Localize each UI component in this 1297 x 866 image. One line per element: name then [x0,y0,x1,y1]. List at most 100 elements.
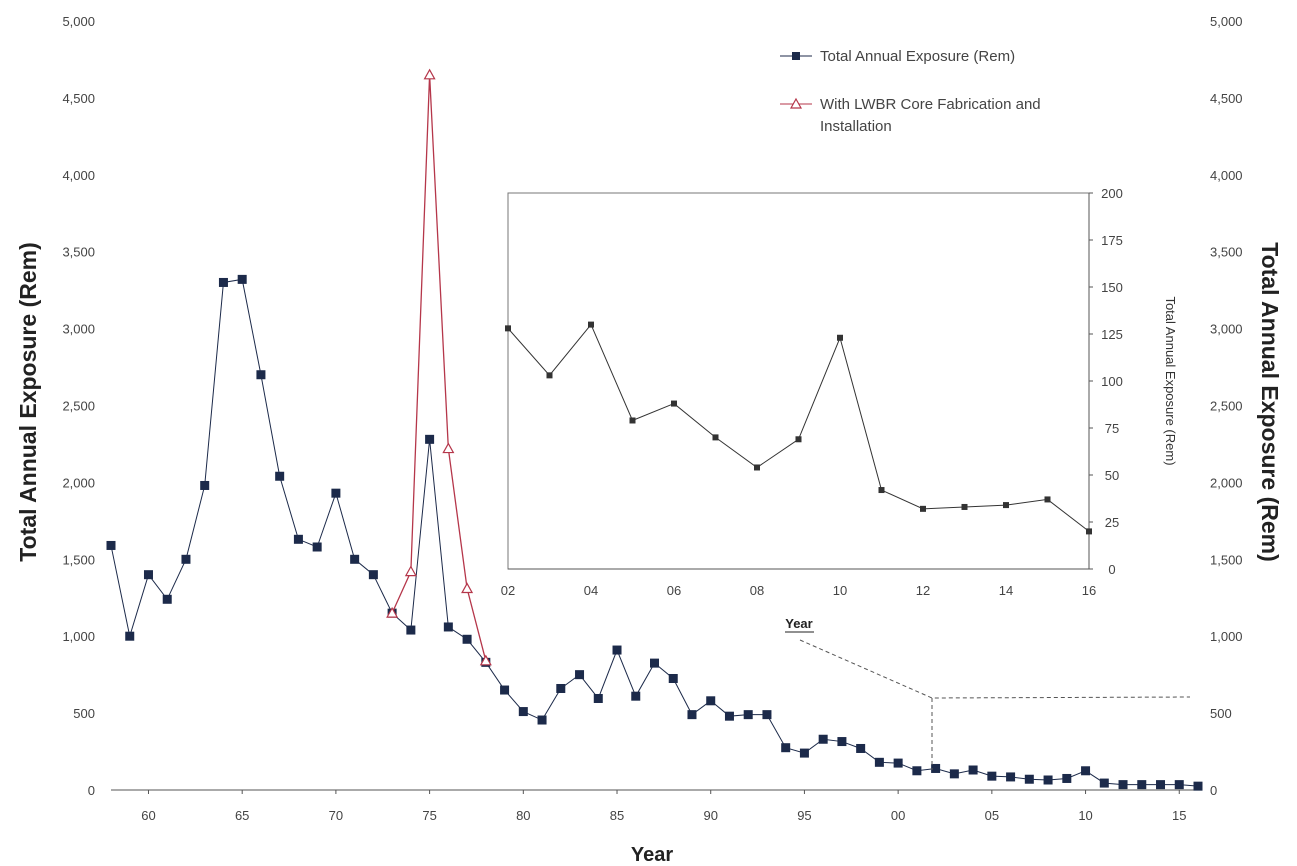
point-total [125,631,135,641]
point-total [256,370,266,380]
point-total [968,765,978,775]
main-y-tick-label-right: 2,500 [1210,399,1243,414]
point-total [293,534,303,544]
main-y-tick-label: 3,000 [62,322,95,337]
point-total [143,570,153,580]
point-total [1118,780,1128,790]
main-y-tick-label-right: 4,000 [1210,168,1243,183]
point-total [368,570,378,580]
point-lwbr [404,565,417,577]
legend-marker-total [792,52,800,60]
inset-point [920,505,926,512]
point-total [275,471,285,481]
point-total [162,594,172,604]
inset-y-tick-label: 75 [1105,421,1119,436]
inset-point [878,487,885,494]
main-y-tick-label-right: 500 [1210,706,1232,721]
inset-y-tick-label: 100 [1101,374,1123,389]
point-total [1174,780,1184,790]
inset-x-tick-label: 12 [916,583,930,598]
point-total [893,758,903,768]
inset-point [961,503,968,510]
legend-label-lwbr-line1: With LWBR Core Fabrication and [820,96,1041,113]
point-total [200,480,210,490]
point-total [1062,773,1072,783]
point-total [987,771,997,781]
inset-point [1003,502,1009,509]
main-y-tick-label-right: 1,000 [1210,629,1243,644]
main-y-tick-labels-right: 0 500 1,000 1,500 2,000 2,500 3,000 3,500 4,000 4… [1210,14,1243,798]
point-total [518,707,528,717]
inset-x-tick-label: 16 [1082,583,1096,598]
main-x-tick-label: 70 [329,808,343,823]
inset-point [588,321,594,328]
y-axis-title-left: Total Annual Exposure (Rem) [15,242,41,561]
inset-x-tick-label: 14 [999,583,1013,598]
point-lwbr [423,68,436,80]
main-y-tick-label: 2,000 [62,475,95,490]
point-total [650,658,659,668]
point-total [537,715,547,725]
point-lwbr [479,654,492,666]
point-total [818,734,828,744]
point-total [350,554,360,564]
inset-y-tick-label: 150 [1101,280,1123,295]
main-x-tick-label: 15 [1172,808,1186,823]
point-total [837,737,847,747]
inset-point [505,325,511,332]
main-y-tick-label: 500 [73,706,95,721]
inset-x-tick-label: 04 [584,583,598,598]
point-total [218,277,228,287]
point-total [912,766,922,776]
point-total [1006,772,1016,782]
inset-point [1086,528,1092,535]
legend-marker-lwbr [789,97,803,109]
main-x-tick-label: 10 [1078,808,1092,823]
inset-point [671,400,677,407]
point-total [762,710,772,720]
point-total [743,710,753,720]
point-total [856,743,866,753]
main-x-tick-label: 90 [703,808,717,823]
main-y-tick-label: 2,500 [62,399,95,414]
point-total [1043,775,1053,785]
point-total [406,625,416,635]
series-total-annual-exposure [106,274,1203,791]
y-axis-title-right: Total Annual Exposure (Rem) [1257,242,1283,561]
inset-point [795,436,802,443]
point-total [687,710,697,720]
main-y-tick-label-right: 2,000 [1210,475,1243,490]
point-total [724,711,734,721]
inset-y-axis-title: Total Annual Exposure (Rem) [1163,296,1178,465]
point-lwbr [386,606,399,618]
main-y-tick-label-right: 0 [1210,783,1217,798]
inset-y-tick-label: 50 [1105,468,1119,483]
main-y-tick-label-right: 5,000 [1210,14,1243,29]
point-total [312,542,322,552]
point-total [593,693,603,703]
point-total [1156,780,1166,790]
point-total [106,540,116,550]
point-total [237,274,247,284]
inset-y-tick-label: 25 [1105,515,1119,530]
point-total [1024,774,1034,784]
inset-point [546,372,553,379]
main-x-tick-label: 80 [516,808,530,823]
callout-leader-line [799,639,1191,699]
inset-x-tick-label: 08 [750,583,764,598]
point-total [668,673,678,683]
main-x-tick-label: 65 [235,808,249,823]
main-y-tick-label: 1,500 [62,552,95,567]
point-total [1137,780,1147,790]
legend: Total Annual Exposure (Rem) With LWBR Co… [780,48,1041,135]
inset-x-tick-label: 02 [501,583,515,598]
inset-frame [507,192,1090,570]
point-total [443,622,453,632]
series-line-lwbr [391,74,487,661]
point-total [631,691,641,701]
main-chart: 05001,0001,5002,0002,5003,0003,5004,0004… [15,14,1283,866]
main-y-tick-label: 4,500 [62,91,95,106]
x-axis-title: Year [631,844,673,866]
